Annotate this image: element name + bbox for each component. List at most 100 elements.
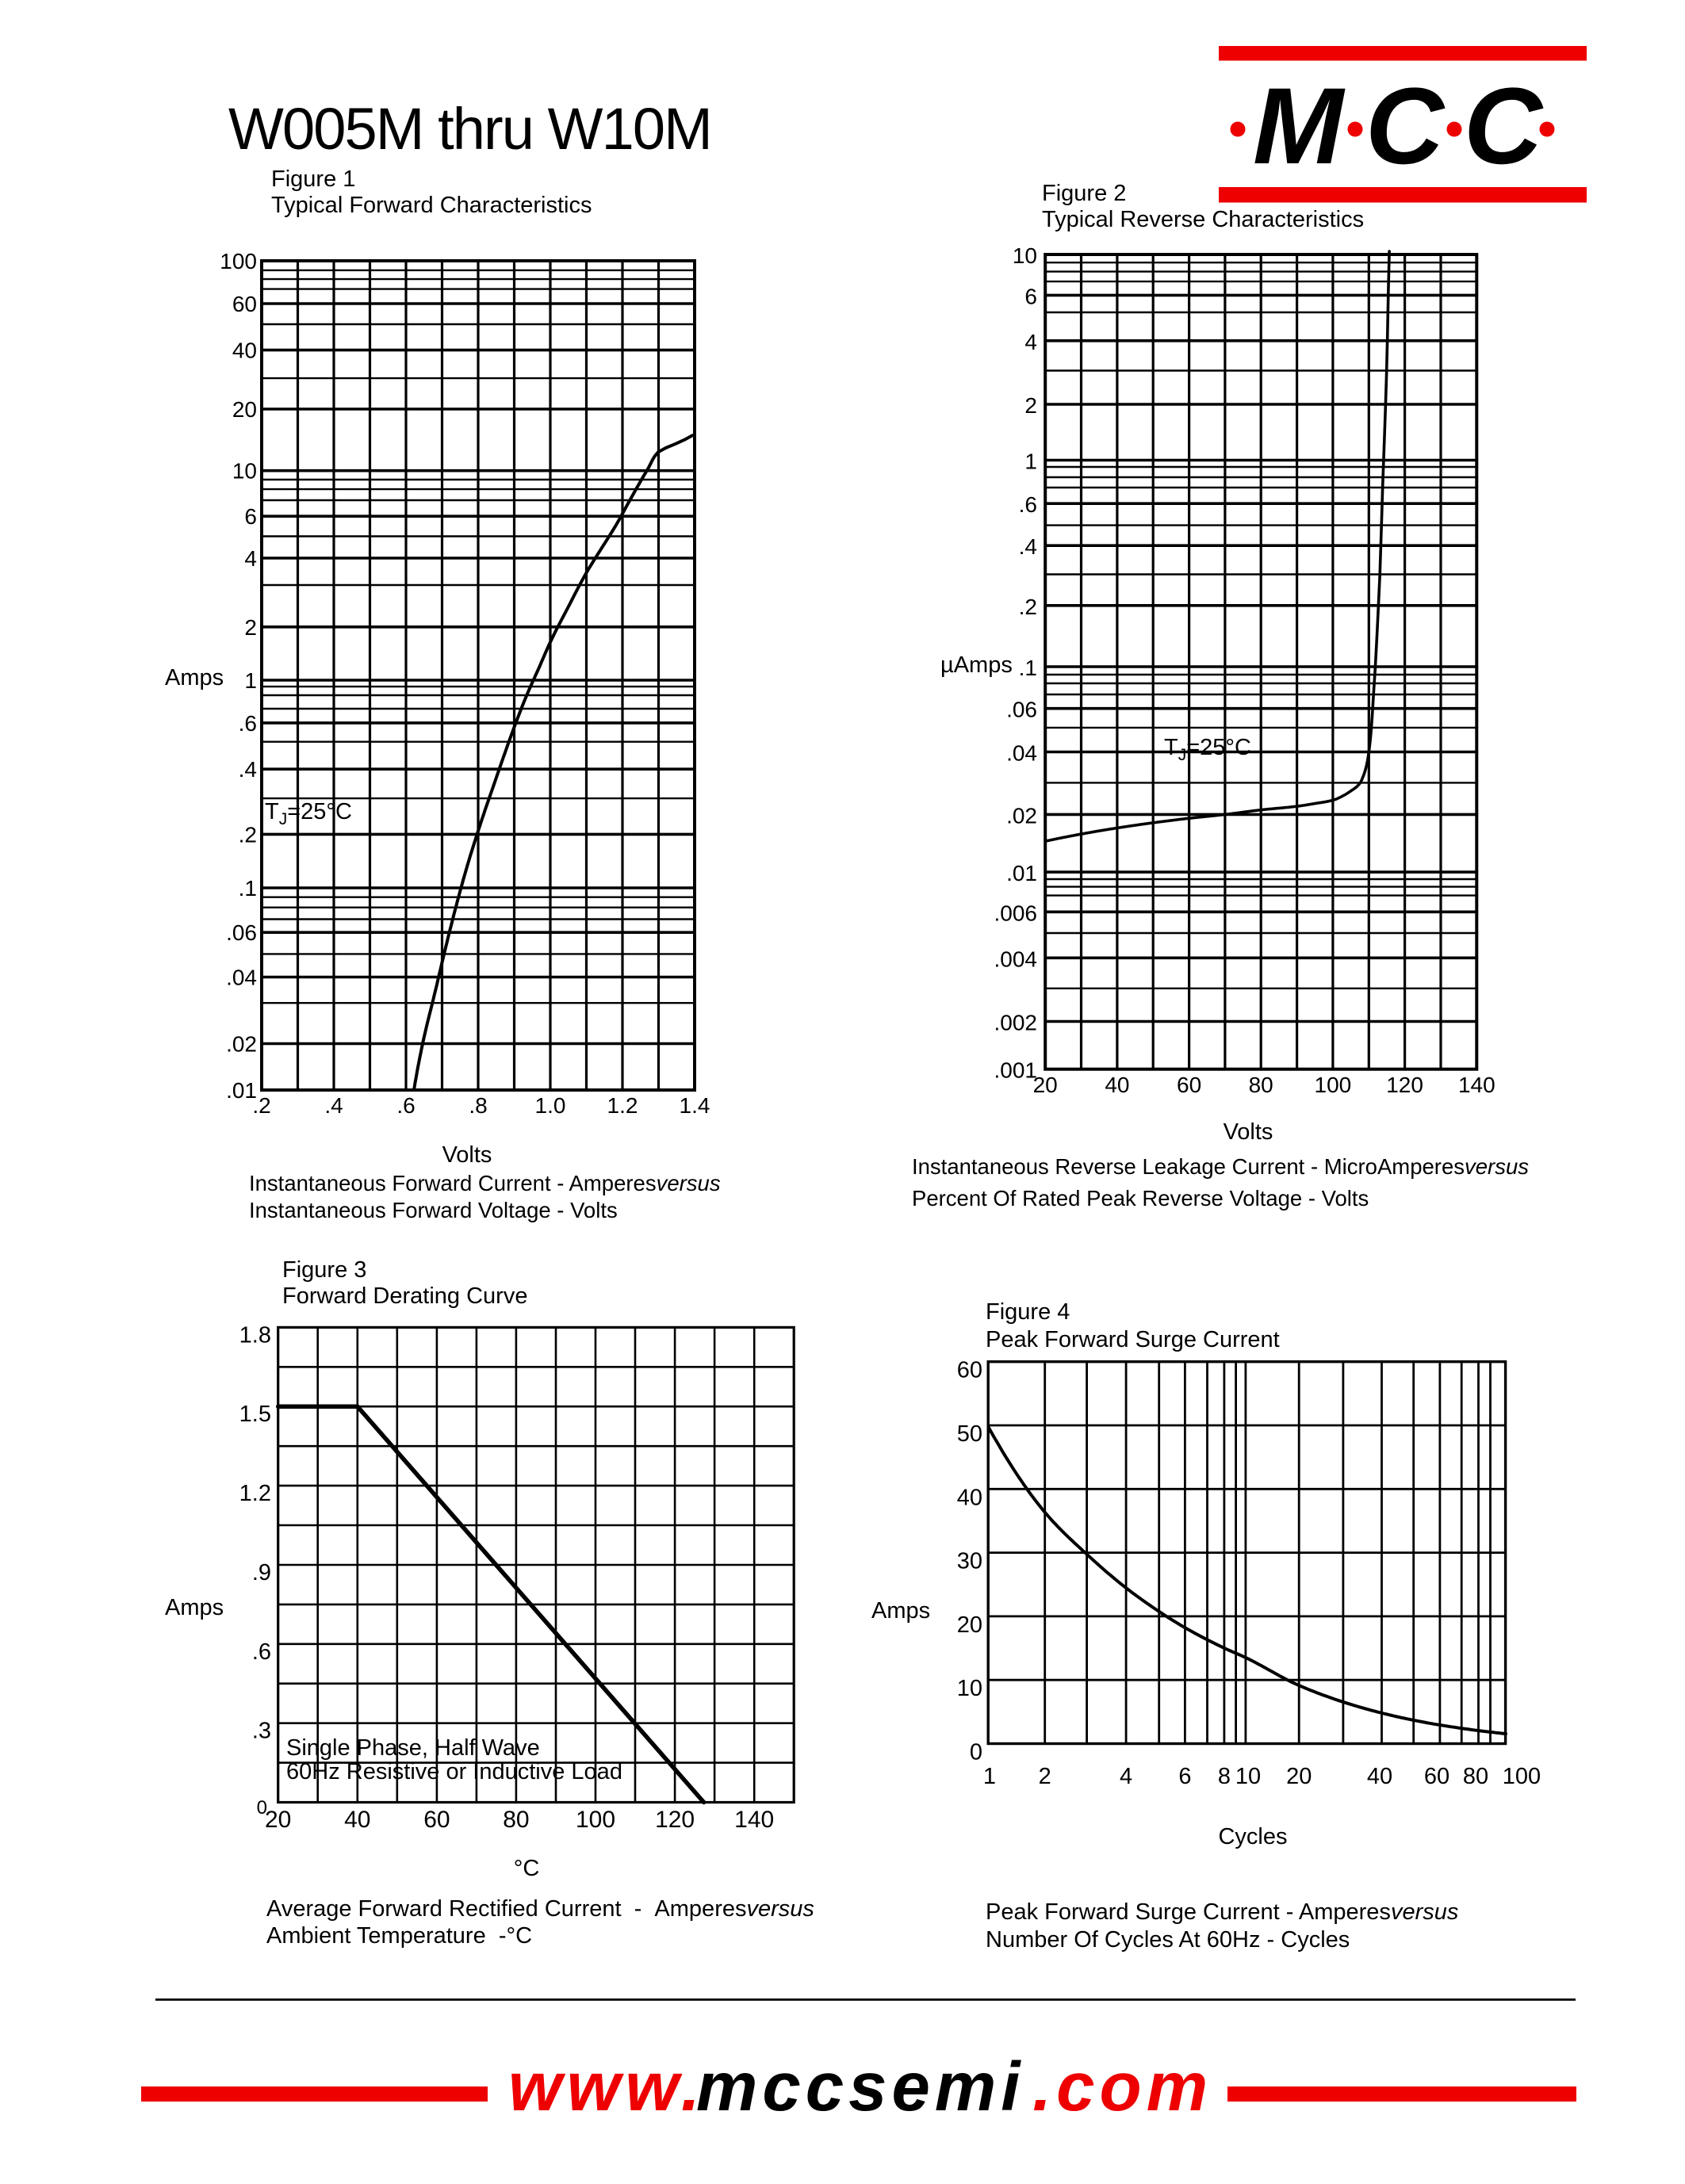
svg-text:40: 40 [232, 339, 257, 363]
svg-text:.1: .1 [239, 876, 257, 901]
svg-text:Typical Forward Characteristic: Typical Forward Characteristics [271, 193, 592, 218]
svg-text:.3: .3 [252, 1719, 271, 1744]
svg-text:°C: °C [514, 1856, 540, 1881]
svg-text:Instantaneous Forward Voltage: Instantaneous Forward Voltage - Volts [249, 1198, 618, 1222]
svg-text:Amps: Amps [165, 665, 224, 690]
svg-text:4: 4 [244, 546, 257, 571]
svg-text:60: 60 [957, 1358, 982, 1383]
svg-text:50: 50 [957, 1421, 982, 1447]
svg-text:1.2: 1.2 [607, 1093, 638, 1118]
svg-text:Figure 3: Figure 3 [282, 1257, 366, 1283]
svg-text:80: 80 [1249, 1073, 1273, 1097]
svg-text:4: 4 [1024, 330, 1037, 354]
svg-text:1: 1 [244, 668, 257, 693]
svg-text:1.5: 1.5 [239, 1402, 271, 1427]
svg-text:80: 80 [1463, 1764, 1488, 1789]
svg-text:80: 80 [503, 1807, 529, 1833]
svg-text:Instantaneous Forward Current: Instantaneous Forward Current - Amperesv… [249, 1171, 721, 1195]
svg-text:www.: www. [508, 2048, 705, 2125]
svg-text:100: 100 [576, 1807, 615, 1833]
svg-text:Amps: Amps [871, 1598, 930, 1624]
svg-text:6: 6 [1024, 284, 1037, 308]
svg-text:.4: .4 [324, 1093, 343, 1118]
svg-text:.2: .2 [252, 1093, 270, 1118]
svg-text:1.2: 1.2 [239, 1481, 271, 1506]
svg-text:1.8: 1.8 [239, 1322, 271, 1348]
svg-text:20: 20 [265, 1807, 291, 1833]
svg-text:2: 2 [1024, 393, 1037, 418]
svg-text:120: 120 [655, 1807, 695, 1833]
svg-text:Figure 4: Figure 4 [986, 1299, 1070, 1325]
svg-text:.6: .6 [396, 1093, 415, 1118]
svg-text:6: 6 [1178, 1764, 1191, 1789]
svg-text:140: 140 [734, 1807, 774, 1833]
svg-text:Average Forward Rectified Curr: Average Forward Rectified Current - Ampe… [266, 1896, 814, 1922]
svg-text:6: 6 [244, 504, 257, 529]
svg-text:20: 20 [232, 397, 257, 422]
svg-text:20: 20 [1286, 1764, 1312, 1789]
svg-text:.6: .6 [239, 711, 257, 736]
svg-text:.4: .4 [1019, 534, 1037, 559]
svg-text:8: 8 [1218, 1764, 1231, 1789]
svg-text:40: 40 [1105, 1073, 1129, 1097]
svg-text:Percent Of Rated Peak Reverse: Percent Of Rated Peak Reverse Voltage - … [912, 1186, 1369, 1211]
svg-text:100: 100 [1503, 1764, 1541, 1789]
svg-text:60Hz Resistive or Inductive Lo: 60Hz Resistive or Inductive Load [286, 1759, 622, 1784]
svg-text:60: 60 [1424, 1764, 1449, 1789]
svg-text:60: 60 [232, 292, 257, 316]
svg-text:.02: .02 [226, 1032, 257, 1057]
svg-text:Volts: Volts [442, 1142, 492, 1168]
svg-text:60: 60 [1177, 1073, 1201, 1097]
svg-text:10: 10 [1235, 1764, 1261, 1789]
svg-text:µAmps: µAmps [940, 652, 1013, 678]
svg-text:.1: .1 [1019, 656, 1037, 680]
svg-text:1: 1 [1024, 449, 1037, 474]
svg-text:mccsemi: mccsemi [696, 2048, 1024, 2125]
svg-text:4: 4 [1120, 1764, 1132, 1789]
svg-text:.01: .01 [226, 1078, 257, 1103]
svg-text:M: M [1253, 66, 1346, 187]
svg-text:Peak Forward Surge Current - A: Peak Forward Surge Current - Amperesvers… [986, 1899, 1458, 1925]
svg-text:10: 10 [232, 459, 257, 484]
svg-text:TJ=25°C: TJ=25°C [265, 799, 352, 828]
svg-text:Forward Derating Curve: Forward Derating Curve [282, 1283, 527, 1309]
svg-text:Cycles: Cycles [1218, 1824, 1287, 1849]
svg-text:Peak Forward Surge Current: Peak Forward Surge Current [986, 1327, 1280, 1352]
svg-text:.9: .9 [252, 1560, 271, 1585]
svg-text:2: 2 [244, 615, 257, 640]
svg-text:.06: .06 [226, 920, 257, 945]
svg-text:.006: .006 [994, 901, 1038, 925]
svg-text:140: 140 [1458, 1073, 1495, 1097]
svg-text:.6: .6 [252, 1639, 271, 1665]
svg-text:Typical Reverse Characteristic: Typical Reverse Characteristics [1042, 207, 1364, 232]
svg-text:Number Of Cycles At 60Hz - Cyc: Number Of Cycles At 60Hz - Cycles [986, 1927, 1350, 1953]
svg-text:40: 40 [344, 1807, 370, 1833]
svg-text:1.4: 1.4 [680, 1093, 710, 1118]
svg-text:100: 100 [1315, 1073, 1352, 1097]
svg-text:Instantaneous Reverse Leakage: Instantaneous Reverse Leakage Current - … [912, 1154, 1529, 1179]
svg-text:1.0: 1.0 [535, 1093, 566, 1118]
svg-text:2: 2 [1039, 1764, 1051, 1789]
svg-text:.com: .com [1032, 2048, 1212, 2125]
svg-text:.2: .2 [239, 822, 257, 847]
svg-text:0: 0 [257, 1797, 267, 1819]
svg-text:40: 40 [957, 1485, 982, 1510]
svg-text:Ambient Temperature -°C: Ambient Temperature -°C [266, 1923, 532, 1949]
svg-text:Volts: Volts [1224, 1119, 1273, 1145]
svg-text:10: 10 [957, 1676, 982, 1701]
svg-text:C: C [1365, 66, 1446, 187]
svg-text:120: 120 [1386, 1073, 1423, 1097]
svg-text:.02: .02 [1006, 803, 1037, 828]
svg-text:Single Phase, Half Wave: Single Phase, Half Wave [286, 1735, 540, 1761]
svg-text:.2: .2 [1019, 595, 1037, 619]
svg-text:.001: .001 [994, 1058, 1038, 1083]
svg-text:.6: .6 [1019, 492, 1037, 517]
svg-text:.04: .04 [226, 966, 257, 990]
svg-text:.8: .8 [469, 1093, 487, 1118]
svg-text:TJ=25°C: TJ=25°C [1164, 735, 1251, 764]
svg-text:0: 0 [970, 1740, 982, 1765]
svg-text:.002: .002 [994, 1011, 1038, 1035]
svg-text:40: 40 [1367, 1764, 1392, 1789]
svg-text:W005M thru W10M: W005M thru W10M [228, 96, 711, 162]
svg-text:.01: .01 [1006, 861, 1037, 885]
